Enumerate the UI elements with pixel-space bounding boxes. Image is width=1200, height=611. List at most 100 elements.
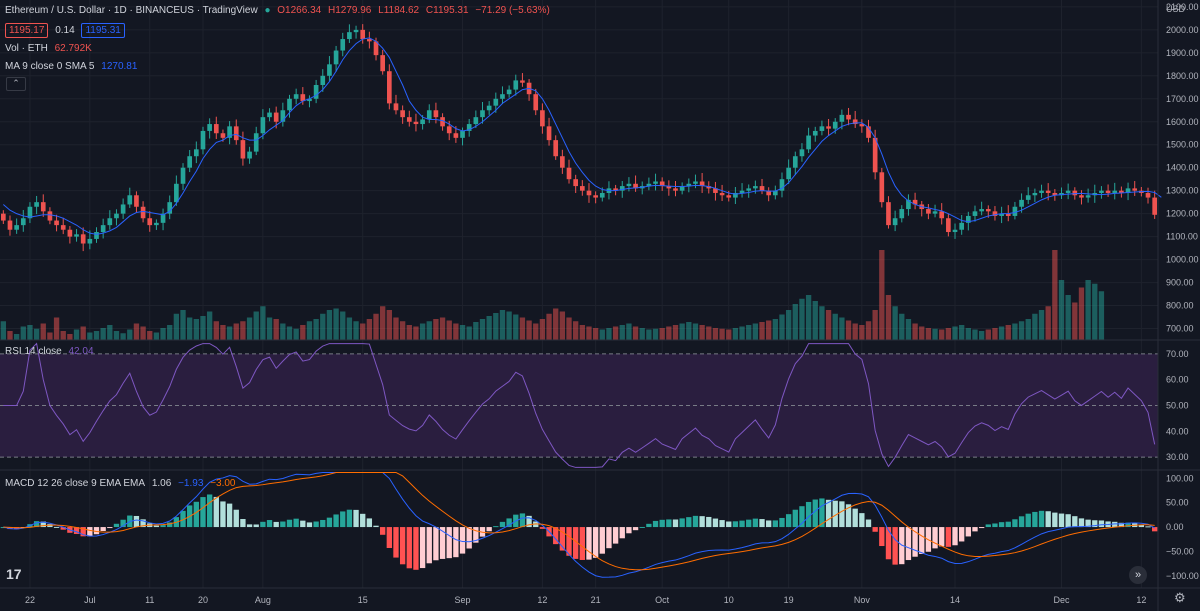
candle[interactable]	[946, 213, 951, 237]
candle[interactable]	[14, 218, 19, 234]
candle[interactable]	[60, 217, 66, 235]
candle[interactable]	[733, 187, 738, 204]
candle[interactable]	[579, 180, 585, 196]
candle[interactable]	[646, 177, 652, 191]
candle[interactable]	[267, 108, 272, 122]
candle[interactable]	[746, 184, 752, 198]
candle[interactable]	[706, 181, 712, 194]
candle[interactable]	[253, 126, 259, 156]
candle[interactable]	[1039, 184, 1044, 198]
buy-price-button[interactable]: 1195.31	[81, 23, 125, 38]
candle[interactable]	[320, 69, 326, 92]
candle[interactable]	[533, 88, 539, 116]
candle[interactable]	[906, 194, 911, 216]
candle[interactable]	[566, 159, 572, 184]
candle[interactable]	[965, 211, 971, 231]
candle[interactable]	[400, 105, 405, 124]
candle[interactable]	[0, 210, 6, 224]
candle[interactable]	[100, 218, 106, 239]
candle[interactable]	[939, 203, 945, 225]
candle[interactable]	[486, 101, 492, 115]
candle[interactable]	[80, 227, 86, 252]
candle[interactable]	[260, 109, 266, 140]
candle[interactable]	[1085, 188, 1091, 203]
candle[interactable]	[393, 94, 399, 115]
candle[interactable]	[47, 207, 53, 225]
candle[interactable]	[846, 107, 851, 126]
candle[interactable]	[673, 181, 678, 197]
candle[interactable]	[892, 210, 898, 232]
volume-label[interactable]: Vol · ETH	[5, 43, 48, 54]
candle[interactable]	[94, 227, 99, 243]
ma-label[interactable]: MA 9 close 0 SMA 5	[5, 61, 95, 72]
candle[interactable]	[307, 95, 312, 108]
candle[interactable]	[107, 210, 113, 230]
candle[interactable]	[546, 117, 552, 146]
price-axis[interactable]: 2100.00 2000.00 1900.00 1800.00 1700.00 1600.…	[1166, 2, 1199, 334]
candle[interactable]	[926, 204, 931, 220]
rsi-axis[interactable]: 70.00 60.00 50.00 40.00 30.00	[1166, 349, 1189, 462]
candle[interactable]	[200, 126, 206, 155]
gear-icon[interactable]: ⚙	[1174, 590, 1186, 605]
candle[interactable]	[1125, 182, 1131, 201]
candle[interactable]	[440, 113, 445, 131]
candle[interactable]	[699, 172, 705, 193]
candle[interactable]	[713, 181, 718, 201]
candle[interactable]	[553, 135, 559, 160]
candle[interactable]	[313, 79, 319, 104]
candle[interactable]	[626, 177, 632, 192]
candle[interactable]	[7, 215, 13, 236]
candle[interactable]	[154, 219, 159, 230]
candle[interactable]	[413, 113, 419, 132]
candle[interactable]	[160, 208, 166, 231]
candle[interactable]	[426, 104, 432, 124]
candle[interactable]	[473, 110, 479, 128]
candle[interactable]	[586, 183, 592, 203]
candle[interactable]	[932, 204, 938, 218]
candle[interactable]	[40, 194, 46, 217]
candle[interactable]	[127, 187, 133, 208]
candle[interactable]	[380, 49, 386, 75]
candle[interactable]	[213, 116, 219, 139]
candle[interactable]	[480, 102, 485, 124]
candle[interactable]	[300, 87, 306, 105]
candle[interactable]	[1105, 184, 1111, 197]
candle[interactable]	[959, 215, 965, 235]
candle[interactable]	[1145, 187, 1151, 204]
candle[interactable]	[659, 177, 665, 191]
candle[interactable]	[1112, 182, 1118, 200]
time-axis[interactable]: 22 Jul 11 20 Aug 15 Sep 12 21 Oct 10 19 Nov 14 Dec 12	[25, 595, 1146, 605]
candle[interactable]	[1099, 186, 1104, 199]
candle[interactable]	[20, 209, 26, 232]
candle[interactable]	[1079, 190, 1084, 205]
candle[interactable]	[766, 187, 772, 202]
candle[interactable]	[779, 172, 785, 198]
candle[interactable]	[772, 185, 778, 200]
candle[interactable]	[293, 88, 299, 105]
candle[interactable]	[886, 196, 891, 229]
candle[interactable]	[593, 191, 598, 204]
candle[interactable]	[1065, 183, 1071, 200]
candle[interactable]	[952, 223, 958, 239]
candle[interactable]	[573, 174, 579, 193]
candle[interactable]	[280, 102, 286, 127]
candle[interactable]	[1152, 190, 1158, 219]
candle[interactable]	[719, 184, 725, 202]
candle[interactable]	[360, 24, 366, 44]
candle[interactable]	[666, 180, 672, 196]
candle[interactable]	[859, 119, 865, 133]
candle[interactable]	[899, 205, 905, 223]
candle[interactable]	[739, 183, 745, 198]
candle[interactable]	[686, 178, 692, 193]
candle[interactable]	[147, 211, 153, 232]
candle[interactable]	[34, 195, 39, 215]
macd-label[interactable]: MACD 12 26 close 9 EMA EMA	[5, 478, 146, 489]
candle[interactable]	[386, 64, 392, 110]
collapse-legend-button[interactable]: ⌃	[6, 77, 26, 91]
candle[interactable]	[247, 146, 252, 164]
candle[interactable]	[27, 202, 33, 224]
candle[interactable]	[174, 175, 179, 206]
symbol-title[interactable]: Ethereum / U.S. Dollar · 1D · BINANCEUS …	[5, 5, 258, 16]
tradingview-logo-icon[interactable]: 17	[6, 566, 22, 582]
